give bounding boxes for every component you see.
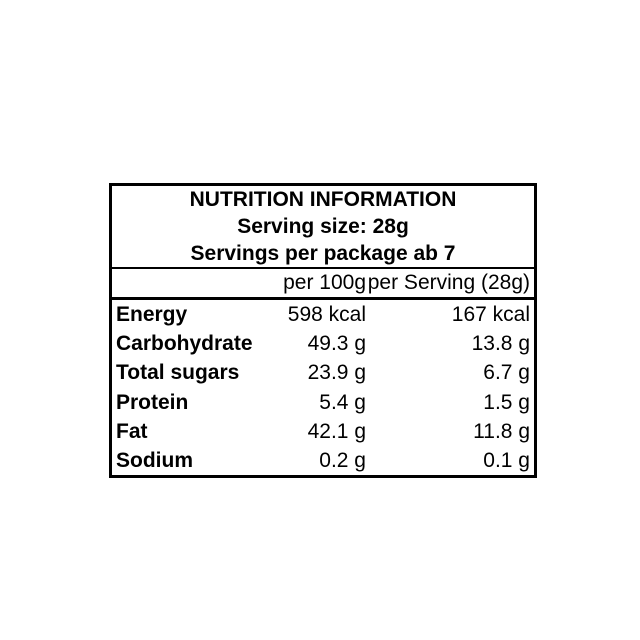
per-100g-value: 49.3 g <box>307 331 366 355</box>
nutrient-rows: Energy 598 kcal 167 kcal Carbohydrate 49… <box>112 300 534 476</box>
nutrient-row-total-sugars: Total sugars 23.9 g 6.7 g <box>112 359 534 388</box>
column-header-per-100g: per 100g <box>283 271 366 294</box>
per-100g-value: 23.9 g <box>307 361 366 385</box>
nutrient-label: Energy <box>116 302 188 326</box>
nutrient-label: Carbohydrate <box>116 331 253 355</box>
table-header-section: NUTRITION INFORMATION Serving size: 28g … <box>112 186 534 269</box>
nutrient-row-carbohydrate: Carbohydrate 49.3 g 13.8 g <box>112 329 534 358</box>
per-serving-value: 167 kcal <box>451 302 530 326</box>
per-100g-value: 0.2 g <box>319 449 366 473</box>
per-serving-value: 11.8 g <box>473 419 530 443</box>
column-header-row: per 100g per Serving (28g) <box>112 269 534 300</box>
nutrition-information-table: NUTRITION INFORMATION Serving size: 28g … <box>109 183 537 478</box>
table-title: NUTRITION INFORMATION <box>189 188 457 211</box>
per-100g-value: 5.4 g <box>319 390 366 414</box>
per-serving-value: 6.7 g <box>483 361 530 385</box>
nutrient-row-sodium: Sodium 0.2 g 0.1 g <box>112 447 534 476</box>
per-100g-value: 42.1 g <box>307 419 366 443</box>
servings-per-package-line: Servings per package ab 7 <box>190 242 456 265</box>
per-serving-value: 0.1 g <box>483 449 530 473</box>
nutrient-label: Sodium <box>116 449 193 473</box>
column-header-per-serving: per Serving (28g) <box>367 271 530 294</box>
nutrient-row-energy: Energy 598 kcal 167 kcal <box>112 300 534 329</box>
nutrient-label: Total sugars <box>116 361 240 385</box>
per-serving-value: 13.8 g <box>471 331 530 355</box>
nutrient-row-fat: Fat 42.1 g 11.8 g <box>112 417 534 446</box>
serving-size-line: Serving size: 28g <box>237 215 409 238</box>
per-100g-value: 598 kcal <box>287 302 366 326</box>
per-serving-value: 1.5 g <box>483 390 530 414</box>
nutrient-label: Protein <box>116 390 189 414</box>
nutrient-label: Fat <box>116 419 148 443</box>
nutrient-row-protein: Protein 5.4 g 1.5 g <box>112 388 534 417</box>
